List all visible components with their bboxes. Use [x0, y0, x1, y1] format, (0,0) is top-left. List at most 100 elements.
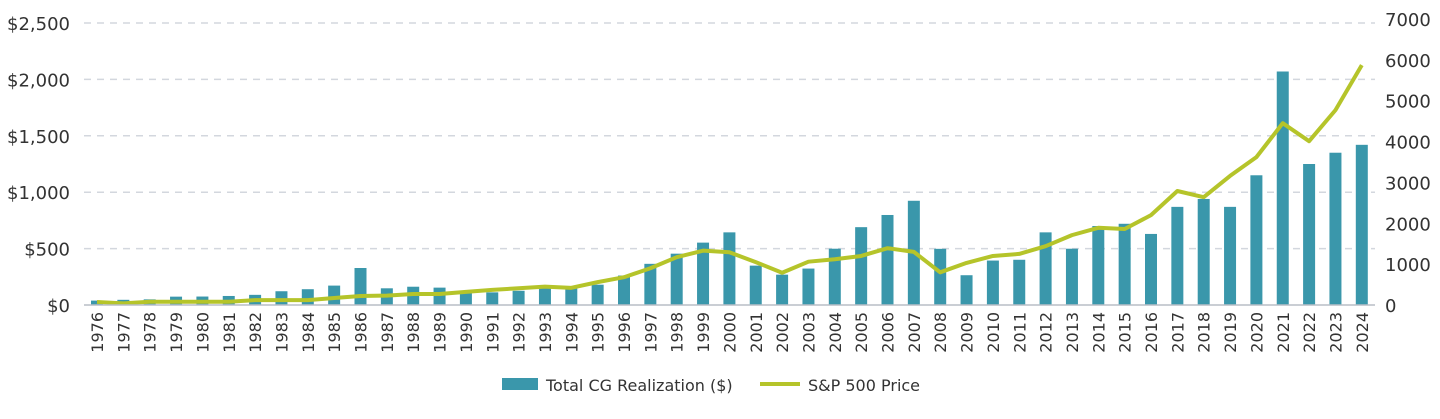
right-axis-tick-label: 0 [1385, 296, 1396, 317]
legend-swatch-bar [502, 378, 538, 390]
x-tick-label: 2006 [879, 312, 898, 353]
bar-1992 [512, 290, 525, 305]
x-tick-label: 2005 [852, 312, 871, 353]
x-tick-label: 1980 [193, 312, 212, 353]
x-tick-label: 2023 [1326, 312, 1345, 353]
left-axis-tick-label: $1,000 [7, 183, 70, 204]
bar-2021 [1276, 71, 1289, 305]
bar-2001 [749, 265, 762, 305]
bar-2020 [1250, 175, 1263, 305]
x-tick-label: 1996 [615, 312, 634, 353]
x-tick-label: 1997 [641, 312, 660, 353]
bar-2019 [1224, 206, 1237, 305]
x-tick-label: 2022 [1300, 312, 1319, 353]
x-tick-label: 2009 [958, 312, 977, 353]
right-axis-tick-label: 7000 [1385, 10, 1431, 31]
right-axis-tick-label: 6000 [1385, 51, 1431, 72]
x-tick-label: 1984 [299, 312, 318, 353]
left-axis-tick-label: $500 [24, 240, 70, 261]
bar-2005 [855, 227, 868, 305]
x-axis: 1976 1977 1978 1979 1980 1981 1982 1983 1984 1985… [84, 304, 1375, 353]
bar-2000 [723, 232, 736, 305]
x-tick-label: 2008 [931, 312, 950, 353]
left-axis-tick-label: $0 [47, 296, 70, 317]
right-axis-tick-label: 1000 [1385, 255, 1431, 276]
x-tick-label: 1994 [562, 312, 581, 353]
x-tick-label: 2019 [1221, 312, 1240, 353]
bar-2016 [1145, 233, 1157, 305]
x-tick-label: 1983 [272, 312, 291, 353]
x-tick-label: 2018 [1195, 312, 1214, 353]
bar-2002 [776, 274, 789, 305]
x-tick-label: 2007 [905, 312, 924, 353]
bar-1989 [433, 287, 446, 305]
x-tick-label: 1985 [325, 312, 344, 353]
bar-2008 [934, 248, 947, 305]
bar-2022 [1303, 164, 1316, 305]
bar-2010 [986, 260, 999, 305]
bar-1997 [644, 263, 657, 305]
bar-2018 [1197, 198, 1210, 305]
x-tick-label: 1990 [457, 312, 476, 353]
x-tick-label: 1998 [668, 312, 687, 353]
bar-1999 [697, 242, 710, 305]
x-tick-label: 1978 [141, 312, 160, 353]
right-axis-tick-label: 4000 [1385, 133, 1431, 154]
x-tick-label: 1976 [88, 312, 107, 353]
bar-1984 [301, 289, 314, 305]
sp500-line [96, 64, 1364, 306]
x-tick-label: 2016 [1142, 312, 1161, 353]
x-tick-label: 2003 [799, 312, 818, 353]
bar-1985 [328, 285, 341, 305]
x-tick-label: 1987 [378, 312, 397, 353]
legend: Total CG Realization ($) S&P 500 Price [502, 376, 920, 395]
x-tick-label: 1993 [536, 312, 555, 353]
x-tick-label: 2017 [1168, 312, 1187, 353]
left-axis-tick-label: $2,500 [7, 14, 70, 35]
bar-2004 [828, 248, 841, 305]
x-tick-label: 1989 [431, 312, 450, 353]
x-tick-label: 2011 [1010, 312, 1029, 353]
x-tick-label: 1979 [167, 312, 186, 353]
bar-2011 [1013, 259, 1026, 305]
right-axis-tick-label: 3000 [1385, 173, 1431, 194]
x-tick-label: 2020 [1247, 312, 1266, 353]
left-axis-tick-label: $2,000 [7, 70, 70, 91]
legend-label-line: S&P 500 Price [808, 376, 920, 395]
x-tick-label: 1981 [220, 312, 239, 353]
left-axis-tick-label: $1,500 [7, 127, 70, 148]
x-tick-label: 2001 [747, 312, 766, 353]
bar-1996 [618, 275, 630, 305]
bar-1991 [486, 292, 499, 305]
x-tick-label: 2014 [1089, 312, 1108, 353]
left-axis: $0 $500 $1,000 $1,500 $2,000 $2,500 [7, 14, 70, 317]
bar-1994 [565, 287, 578, 305]
x-tick-label: 1986 [352, 312, 371, 353]
x-tick-label: 2021 [1274, 312, 1293, 353]
x-tick-label: 2002 [773, 312, 792, 353]
legend-label-bar: Total CG Realization ($) [545, 376, 733, 395]
bar-2024 [1355, 144, 1368, 305]
bar-1993 [538, 287, 551, 305]
x-tick-label: 1988 [404, 312, 423, 353]
line-series [96, 64, 1364, 306]
x-tick-label: 2010 [984, 312, 1003, 353]
bar-1990 [459, 291, 472, 305]
right-axis-tick-label: 5000 [1385, 92, 1431, 113]
bar-2015 [1118, 223, 1131, 305]
right-axis: 0 1000 2000 3000 4000 5000 6000 7000 [1385, 10, 1431, 317]
x-tick-label: 1995 [589, 312, 608, 353]
bar-2003 [802, 268, 815, 305]
bar-1995 [591, 284, 604, 305]
bar-2013 [1065, 248, 1078, 305]
x-tick-label: 2013 [1063, 312, 1082, 353]
x-tick-label: 1999 [694, 312, 713, 353]
x-tick-label: 2024 [1353, 312, 1372, 353]
right-axis-tick-label: 2000 [1385, 214, 1431, 235]
bar-2017 [1171, 206, 1184, 305]
x-tick-label: 1991 [483, 312, 502, 353]
bar-2012 [1039, 232, 1052, 305]
x-tick-label: 1992 [510, 312, 529, 353]
bar-2009 [960, 275, 973, 305]
